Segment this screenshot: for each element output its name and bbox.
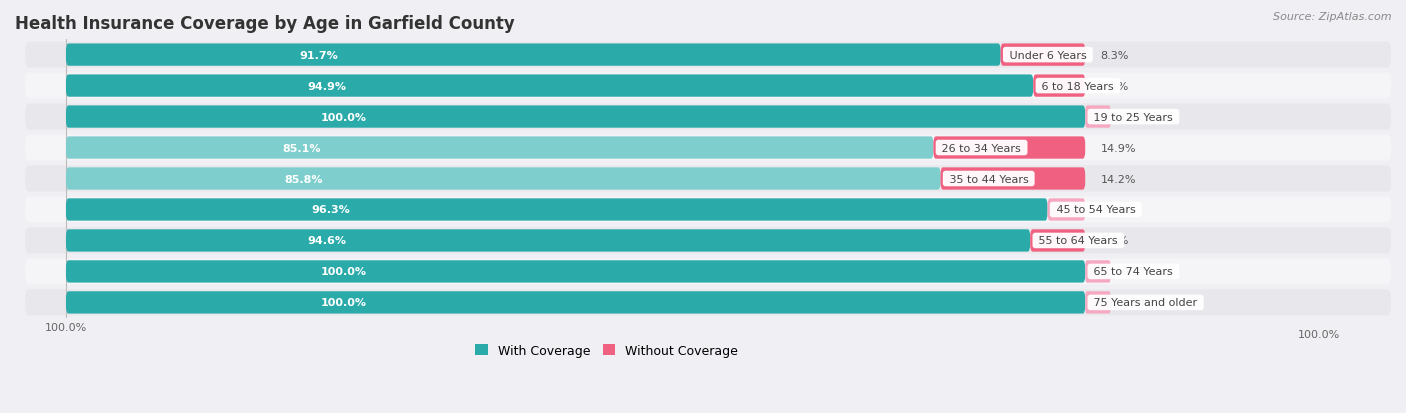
Text: 5.4%: 5.4% bbox=[1101, 236, 1129, 246]
FancyBboxPatch shape bbox=[25, 259, 1391, 285]
FancyBboxPatch shape bbox=[1001, 44, 1085, 66]
Text: 5.1%: 5.1% bbox=[1101, 81, 1129, 91]
Text: 19 to 25 Years: 19 to 25 Years bbox=[1090, 112, 1177, 122]
FancyBboxPatch shape bbox=[25, 228, 1391, 254]
FancyBboxPatch shape bbox=[941, 168, 1085, 190]
Text: 14.9%: 14.9% bbox=[1101, 143, 1136, 153]
FancyBboxPatch shape bbox=[1085, 106, 1111, 128]
Text: 96.3%: 96.3% bbox=[311, 205, 350, 215]
Text: Health Insurance Coverage by Age in Garfield County: Health Insurance Coverage by Age in Garf… bbox=[15, 15, 515, 33]
FancyBboxPatch shape bbox=[66, 230, 1031, 252]
Text: 94.6%: 94.6% bbox=[307, 236, 346, 246]
Text: 0.0%: 0.0% bbox=[1121, 267, 1149, 277]
FancyBboxPatch shape bbox=[66, 199, 1047, 221]
Text: 0.0%: 0.0% bbox=[1121, 112, 1149, 122]
FancyBboxPatch shape bbox=[1031, 230, 1085, 252]
FancyBboxPatch shape bbox=[66, 168, 941, 190]
Text: 55 to 64 Years: 55 to 64 Years bbox=[1035, 236, 1122, 246]
FancyBboxPatch shape bbox=[66, 44, 1001, 66]
Text: 8.3%: 8.3% bbox=[1101, 50, 1129, 60]
FancyBboxPatch shape bbox=[25, 197, 1391, 223]
FancyBboxPatch shape bbox=[66, 292, 1085, 314]
FancyBboxPatch shape bbox=[1085, 261, 1111, 283]
FancyBboxPatch shape bbox=[25, 74, 1391, 100]
Text: 26 to 34 Years: 26 to 34 Years bbox=[938, 143, 1025, 153]
FancyBboxPatch shape bbox=[66, 261, 1085, 283]
FancyBboxPatch shape bbox=[25, 104, 1391, 130]
Text: 94.9%: 94.9% bbox=[308, 81, 347, 91]
FancyBboxPatch shape bbox=[66, 137, 934, 159]
Text: 3.7%: 3.7% bbox=[1101, 205, 1129, 215]
Text: 0.0%: 0.0% bbox=[1121, 298, 1149, 308]
Text: 65 to 74 Years: 65 to 74 Years bbox=[1090, 267, 1177, 277]
FancyBboxPatch shape bbox=[25, 166, 1391, 192]
FancyBboxPatch shape bbox=[25, 135, 1391, 161]
Text: 35 to 44 Years: 35 to 44 Years bbox=[946, 174, 1032, 184]
Legend: With Coverage, Without Coverage: With Coverage, Without Coverage bbox=[470, 339, 744, 362]
Text: 14.2%: 14.2% bbox=[1101, 174, 1136, 184]
Text: 100.0%: 100.0% bbox=[321, 298, 367, 308]
FancyBboxPatch shape bbox=[1085, 292, 1111, 314]
FancyBboxPatch shape bbox=[66, 106, 1085, 128]
FancyBboxPatch shape bbox=[1033, 75, 1085, 97]
Text: 100.0%: 100.0% bbox=[321, 112, 367, 122]
Text: 85.1%: 85.1% bbox=[283, 143, 322, 153]
FancyBboxPatch shape bbox=[25, 43, 1391, 69]
FancyBboxPatch shape bbox=[934, 137, 1085, 159]
Text: 91.7%: 91.7% bbox=[299, 50, 339, 60]
Text: 45 to 54 Years: 45 to 54 Years bbox=[1053, 205, 1139, 215]
Text: Under 6 Years: Under 6 Years bbox=[1005, 50, 1090, 60]
Text: 75 Years and older: 75 Years and older bbox=[1090, 298, 1201, 308]
FancyBboxPatch shape bbox=[1047, 199, 1085, 221]
FancyBboxPatch shape bbox=[66, 75, 1033, 97]
Text: 100.0%: 100.0% bbox=[1298, 329, 1340, 339]
Text: Source: ZipAtlas.com: Source: ZipAtlas.com bbox=[1274, 12, 1392, 22]
FancyBboxPatch shape bbox=[25, 290, 1391, 316]
Text: 100.0%: 100.0% bbox=[321, 267, 367, 277]
Text: 85.8%: 85.8% bbox=[284, 174, 323, 184]
Text: 6 to 18 Years: 6 to 18 Years bbox=[1039, 81, 1118, 91]
